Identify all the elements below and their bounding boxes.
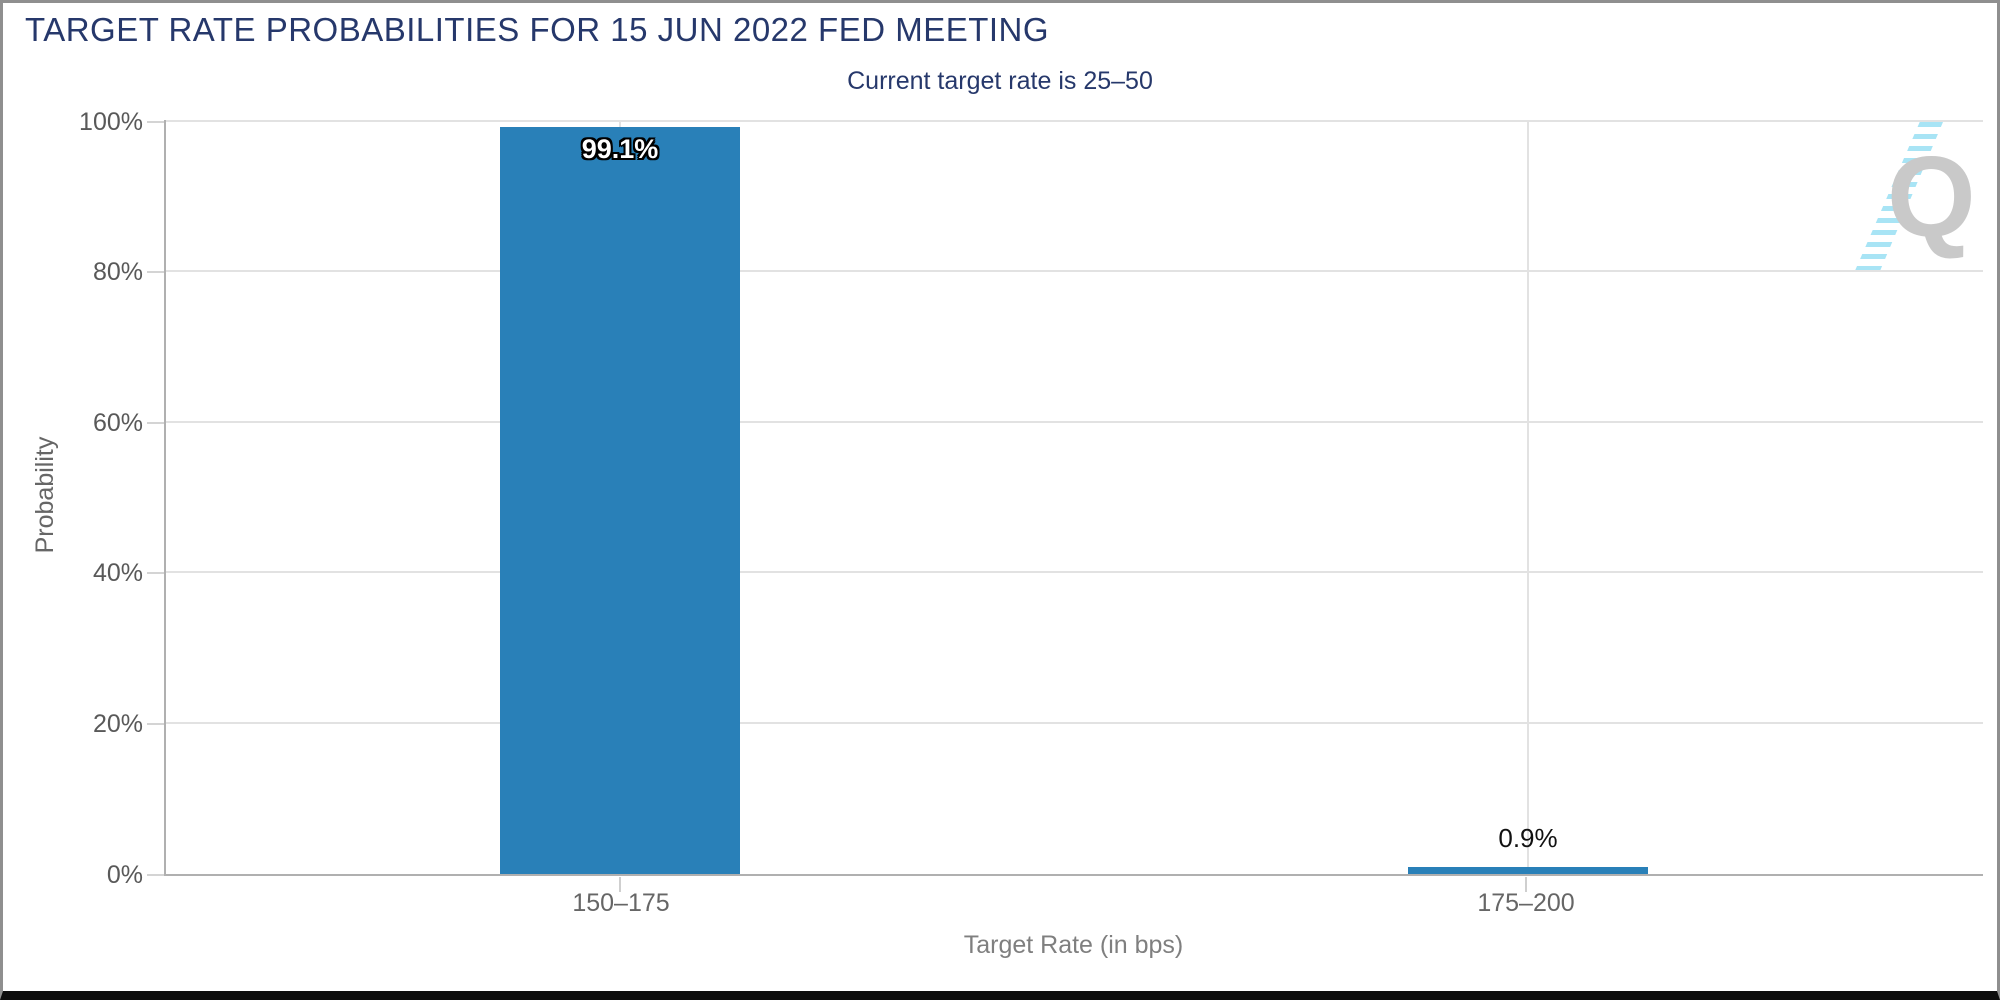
gridline-20pct <box>166 722 1983 724</box>
y-tick-label: 0% <box>106 861 143 889</box>
y-tick-label: 40% <box>92 559 143 587</box>
y-axis-title: Probability <box>31 436 59 554</box>
y-tick-mark <box>147 121 164 123</box>
quikstrike-q-logo-icon: Q <box>1887 134 1976 261</box>
chart-subtitle: Current target rate is 25–50 <box>847 67 1153 95</box>
x-axis-title: Target Rate (in bps) <box>963 931 1184 959</box>
y-tick-mark <box>147 572 164 574</box>
bar-175-200 <box>1408 867 1648 874</box>
y-tick-label: 80% <box>92 258 143 286</box>
y-tick-mark <box>147 723 164 725</box>
bar-value-label: 0.9% <box>1498 823 1558 853</box>
page-title: TARGET RATE PROBABILITIES FOR 15 JUN 202… <box>25 11 1050 48</box>
plot-area: 99.1% 0.9% <box>164 120 1983 876</box>
bar-150-175 <box>500 126 740 874</box>
y-tick-label: 100% <box>79 108 143 136</box>
gridline-100pct <box>166 120 1983 122</box>
y-tick-label: 60% <box>92 409 143 437</box>
y-tick-mark <box>147 874 164 876</box>
x-tick-label: 150–175 <box>572 889 670 917</box>
gridline-60pct <box>166 421 1983 423</box>
y-tick-mark <box>147 271 164 273</box>
y-tick-mark <box>147 422 164 424</box>
gridline-80pct <box>166 270 1983 272</box>
x-tick-label: 175–200 <box>1477 889 1575 917</box>
gridline-40pct <box>166 571 1983 573</box>
x-tick-mark <box>619 877 621 892</box>
y-tick-label: 20% <box>92 710 143 738</box>
x-tick-mark <box>1525 877 1527 892</box>
bar-value-label: 99.1% <box>581 134 659 164</box>
gridline-category-2 <box>1527 120 1529 874</box>
